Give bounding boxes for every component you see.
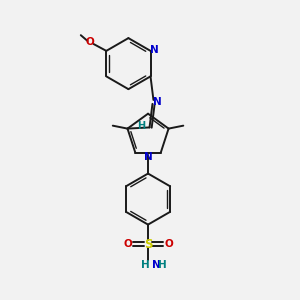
Text: O: O — [85, 37, 94, 47]
Text: H: H — [158, 260, 167, 270]
Text: N: N — [150, 45, 159, 55]
Text: O: O — [164, 239, 173, 249]
Text: N: N — [144, 152, 152, 162]
Text: N: N — [152, 260, 160, 270]
Text: H: H — [141, 260, 149, 270]
Text: N: N — [153, 97, 162, 107]
Text: H: H — [136, 122, 145, 131]
Text: S: S — [144, 238, 152, 251]
Text: O: O — [123, 239, 132, 249]
